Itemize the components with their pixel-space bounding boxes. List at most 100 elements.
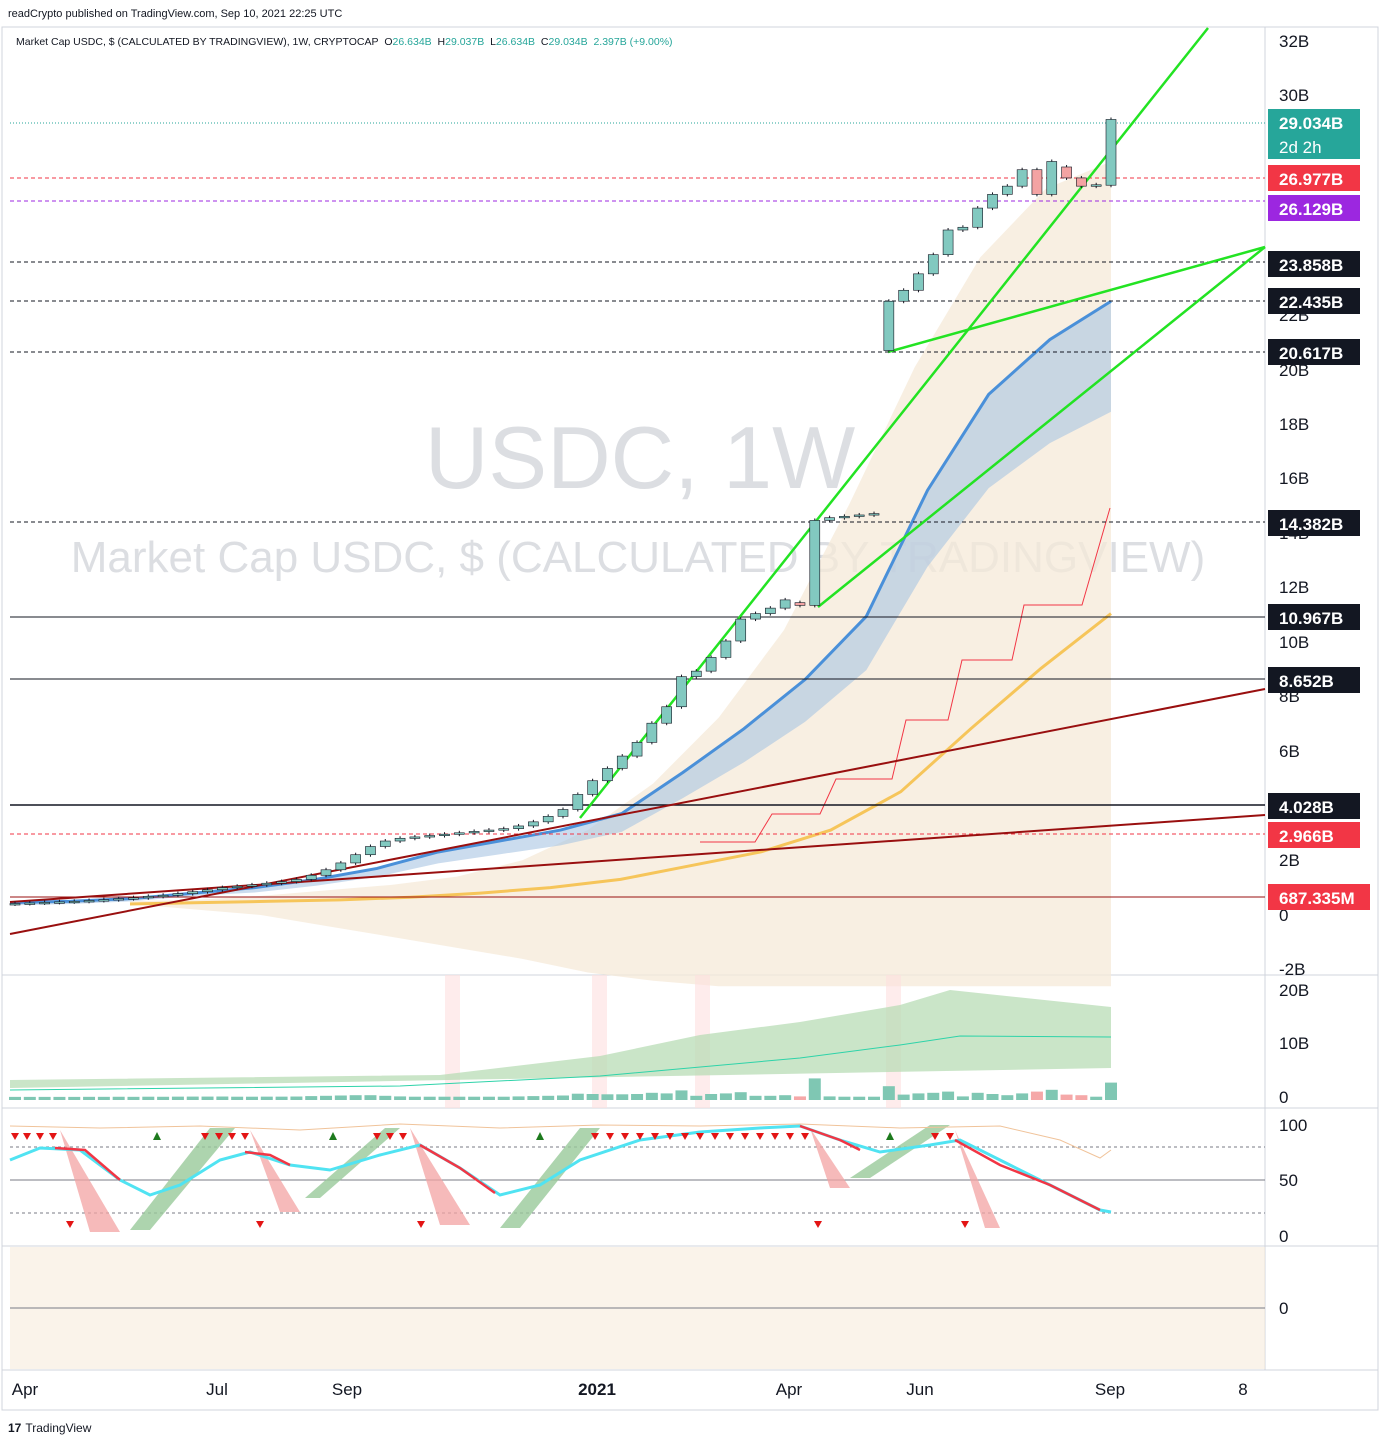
volume-bar — [527, 1096, 540, 1100]
sell-marker — [66, 1221, 74, 1228]
stoch-fill-down — [250, 1130, 300, 1212]
candle — [202, 889, 213, 893]
volume-bar — [453, 1096, 466, 1100]
candle — [9, 903, 21, 906]
volume-bar — [53, 1096, 66, 1100]
sell-marker — [696, 1133, 704, 1140]
sell-marker — [201, 1133, 209, 1140]
volume-bar — [838, 1096, 851, 1100]
footer: 17 TradingView — [8, 1421, 91, 1435]
candle — [468, 831, 480, 834]
volume-bar — [186, 1096, 199, 1100]
price-label-text: 26.129B — [1279, 200, 1343, 219]
buy-marker — [153, 1132, 161, 1140]
price-label-text: 687.335M — [1279, 889, 1355, 908]
y-tick-label: 20B — [1279, 361, 1309, 380]
volume-bar — [719, 1093, 732, 1100]
sell-marker — [681, 1133, 689, 1140]
sell-marker — [373, 1133, 381, 1140]
sell-marker — [636, 1133, 644, 1140]
volume-bar — [764, 1095, 777, 1100]
sell-marker — [726, 1133, 734, 1140]
volume-bar — [1105, 1082, 1117, 1100]
price-label — [1268, 109, 1360, 159]
volume-bar — [927, 1092, 940, 1100]
volume-bar — [305, 1096, 318, 1100]
candle — [720, 640, 732, 658]
volume-band — [10, 990, 1111, 1088]
sell-marker — [786, 1133, 794, 1140]
buy-marker — [329, 1132, 337, 1140]
volume-bar — [971, 1092, 984, 1100]
candle — [113, 898, 124, 901]
candle — [365, 846, 376, 856]
volume-bar — [912, 1093, 925, 1100]
volume-bar — [408, 1096, 421, 1100]
price-label — [1268, 195, 1360, 221]
volume-bar — [882, 1086, 895, 1100]
volume-y-tick: 20B — [1279, 981, 1309, 1000]
candle — [676, 676, 687, 708]
sell-marker — [49, 1133, 57, 1140]
step-line — [700, 507, 1111, 843]
stoch-y-tick: 0 — [1279, 1227, 1288, 1246]
stoch-y-tick: 100 — [1279, 1116, 1307, 1135]
sell-marker — [23, 1133, 31, 1140]
candle — [779, 599, 791, 609]
candle — [305, 874, 317, 880]
highlight-column — [445, 975, 460, 1108]
legend-low: 26.634B — [495, 36, 536, 48]
stoch-d-line — [9, 1123, 1112, 1159]
sell-marker — [256, 1221, 264, 1228]
volume-bar — [571, 1093, 584, 1100]
y-tick-label: 10B — [1279, 633, 1309, 652]
price-label-text: 10.967B — [1279, 609, 1343, 628]
footer-brand: TradingView — [25, 1421, 92, 1435]
candle — [587, 780, 598, 795]
volume-bar — [645, 1092, 658, 1100]
price-label-text: 2.966B — [1279, 827, 1334, 846]
candle — [54, 901, 65, 904]
volume-bar — [260, 1096, 273, 1100]
volume-bar — [690, 1095, 703, 1100]
volume-bar — [660, 1093, 673, 1100]
band-area — [130, 161, 1111, 987]
volume-bar — [1060, 1094, 1073, 1100]
sell-marker — [741, 1133, 749, 1140]
trend-line-green — [817, 246, 1266, 608]
y-tick-label: -2B — [1279, 960, 1305, 979]
candle — [913, 273, 924, 291]
x-tick-label: 2021 — [578, 1380, 616, 1399]
volume-bar — [320, 1095, 333, 1100]
sell-marker — [228, 1133, 236, 1140]
volume-bar — [201, 1096, 214, 1100]
candle — [483, 829, 495, 832]
volume-bar — [231, 1096, 244, 1100]
price-label — [1268, 604, 1360, 630]
stoch-signal-red — [419, 1143, 496, 1195]
candle — [187, 891, 199, 894]
candle — [1076, 177, 1087, 187]
candle — [942, 229, 954, 255]
volume-bar — [171, 1096, 184, 1100]
candle — [246, 884, 258, 887]
volume-bar — [808, 1078, 821, 1100]
candle — [39, 902, 50, 905]
volume-bar — [853, 1096, 866, 1100]
sell-marker — [591, 1133, 599, 1140]
highlight-column — [592, 975, 607, 1108]
sell-marker — [771, 1133, 779, 1140]
candle — [987, 194, 998, 209]
x-tick-label: 8 — [1238, 1380, 1247, 1399]
candle — [883, 300, 895, 351]
volume-bar — [616, 1094, 629, 1100]
legend-change: 2.397B (+9.00%) — [593, 36, 673, 48]
volume-bar — [749, 1095, 762, 1100]
volume-bar — [334, 1095, 347, 1100]
candle — [661, 706, 672, 724]
stoch-fill-up — [130, 1128, 235, 1230]
candle — [705, 657, 717, 672]
sell-marker — [756, 1133, 764, 1140]
watermark-symbol: USDC, 1W — [425, 408, 855, 507]
